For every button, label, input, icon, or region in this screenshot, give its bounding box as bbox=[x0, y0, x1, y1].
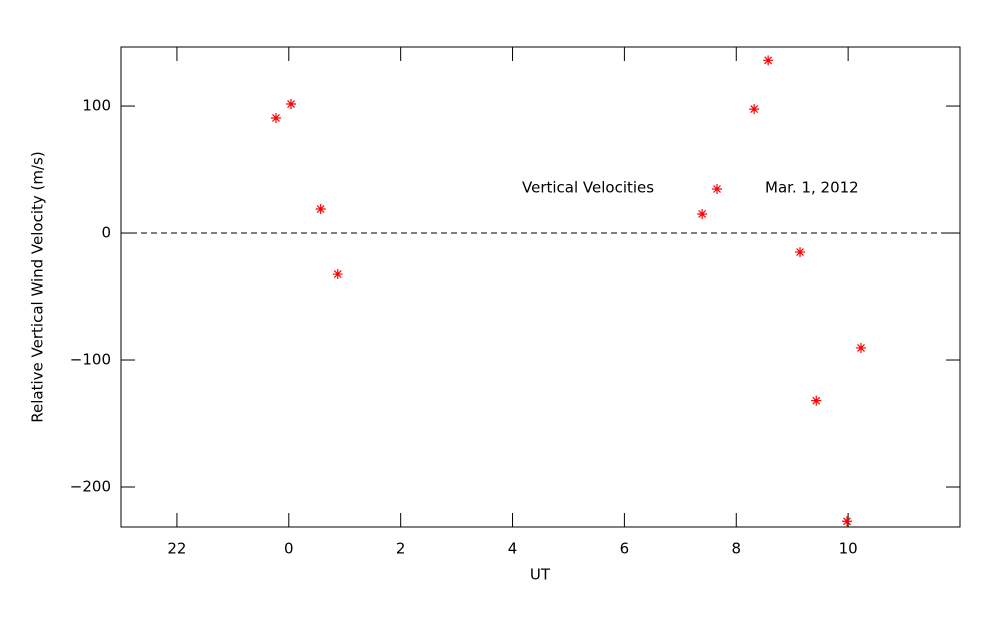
y-tick-label: 100 bbox=[82, 97, 111, 115]
x-tick-label: 22 bbox=[167, 540, 186, 558]
x-tick-label: 8 bbox=[731, 540, 741, 558]
x-tick-label: 0 bbox=[284, 540, 294, 558]
point bbox=[270, 112, 281, 123]
y-axis-label: Relative Vertical Wind Velocity (m/s) bbox=[29, 151, 47, 422]
point bbox=[315, 204, 326, 215]
point bbox=[332, 269, 343, 280]
point bbox=[749, 104, 760, 115]
x-tick-label: 10 bbox=[839, 540, 858, 558]
annotation: Mar. 1, 2012 bbox=[765, 179, 859, 197]
point bbox=[697, 208, 708, 219]
x-tick-label: 2 bbox=[396, 540, 406, 558]
x-tick-label: 4 bbox=[508, 540, 518, 558]
x-axis-label: UT bbox=[530, 566, 551, 584]
point bbox=[855, 342, 866, 353]
point bbox=[842, 516, 853, 527]
point bbox=[763, 55, 774, 66]
x-tick-label: 6 bbox=[620, 540, 630, 558]
y-tick-label: 0 bbox=[101, 224, 111, 242]
y-tick-label: −200 bbox=[70, 478, 111, 496]
plot-frame bbox=[120, 46, 961, 528]
legend-label: Vertical Velocities bbox=[522, 179, 654, 197]
point bbox=[286, 99, 297, 110]
point bbox=[795, 247, 806, 258]
legend-marker bbox=[712, 184, 722, 194]
point bbox=[811, 395, 822, 406]
y-tick-label: −100 bbox=[70, 351, 111, 369]
